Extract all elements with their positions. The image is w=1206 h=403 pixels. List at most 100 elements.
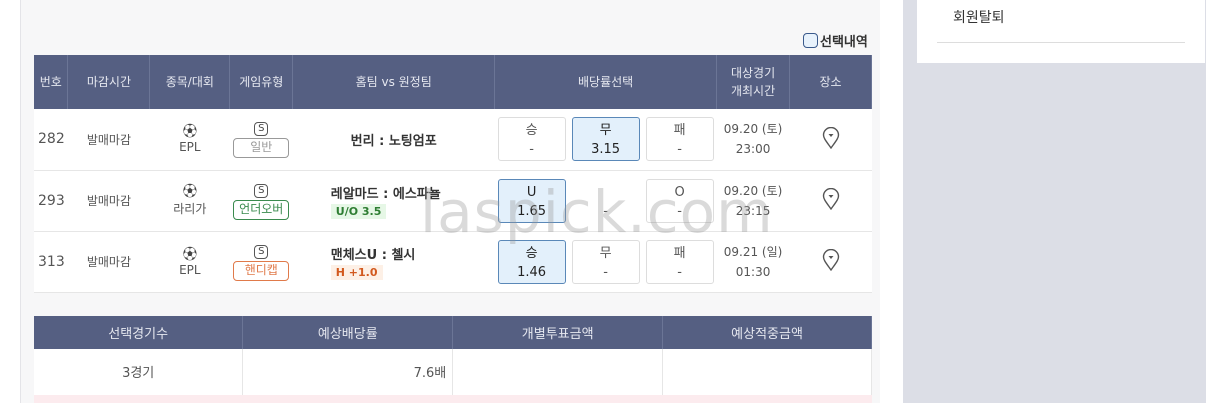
selection-label: 선택내역: [820, 35, 868, 50]
sport-league: ⚽︎ EPL: [149, 231, 230, 293]
match-time: 23:00: [735, 142, 771, 157]
match-time: 01:30: [735, 264, 771, 279]
match-table: 번호 마감시간 종목/대회 게임유형 홈팀 vs 원정팀 배당률선택 대상경기 개최시간 장소…: [34, 55, 872, 293]
odds-label: 무: [599, 245, 612, 261]
summary-table: 선택경기수 예상배당률 개별투표금액 예상적중금액 3경기 7.6배: [34, 316, 872, 396]
odds-label: 패: [673, 123, 686, 139]
s-badge-icon: S: [254, 122, 269, 137]
summary-header: 선택경기수: [34, 316, 244, 349]
teams: 레알마드 : 에스파뇰: [330, 186, 441, 202]
location-pin-icon[interactable]: [822, 249, 840, 271]
close-status: 발매마감: [67, 109, 150, 171]
game-type-badge: 언더오버: [233, 199, 290, 220]
teams: 번리 : 노팅엄포: [350, 133, 437, 149]
odds-button[interactable]: 패-: [645, 117, 714, 162]
odds-select: 승 1.46 무 - 패 -: [494, 231, 717, 293]
match-time: 23:15: [735, 203, 771, 218]
table-row: 282 발매마감 ⚽︎ EPL S 일반 번리 : 노팅엄포 승 - 무 3.15 패 - 0…: [34, 109, 872, 171]
odds-value: -: [603, 264, 608, 280]
sport-league: ⚽︎ 라리가: [149, 170, 230, 232]
match-date: 09.21 (일): [723, 244, 783, 259]
match-datetime: 09.21 (일) 01:30: [716, 231, 790, 293]
game-type-badge: 일반: [233, 138, 290, 159]
odds-button[interactable]: 패-: [645, 239, 714, 284]
sidebar-item-withdraw[interactable]: 회원탈퇴: [937, 0, 1185, 43]
expected-payout: [662, 349, 872, 396]
odds-label: U: [526, 184, 537, 200]
league: EPL: [179, 140, 201, 155]
sport-league: ⚽︎ EPL: [149, 109, 230, 171]
game-type: S 일반: [229, 109, 293, 171]
match-datetime: 09.20 (토) 23:15: [716, 170, 790, 232]
league: 라리가: [173, 202, 207, 216]
game-type: S 핸디캡: [229, 231, 293, 293]
summary-header: 개별투표금액: [452, 316, 664, 349]
odds-value: -: [677, 142, 682, 158]
match-number: 313: [34, 231, 68, 293]
column-header: 게임유형: [229, 55, 294, 109]
odds-button[interactable]: 무-: [571, 239, 640, 284]
odds-select: 승 - 무 3.15 패 -: [494, 109, 717, 171]
selected-count: 3경기: [34, 349, 244, 396]
column-header: 종목/대회: [149, 55, 231, 109]
table-row: 293 발매마감 ⚽︎ 라리가 S 언더오버 레알마드 : 에스파뇰 U/O 3.5 …: [34, 170, 872, 232]
column-header: 배당률선택: [494, 55, 718, 109]
close-status: 발매마감: [67, 170, 150, 232]
odds-select: U 1.65- O -: [494, 170, 717, 232]
s-badge-icon: S: [254, 244, 269, 259]
odds-value: -: [603, 203, 608, 219]
odds-value: -: [529, 142, 534, 158]
odds-button[interactable]: O-: [645, 178, 714, 223]
bottom-strip: [34, 395, 872, 403]
odds-label: 패: [673, 245, 686, 261]
column-header: 장소: [789, 55, 872, 109]
soccer-ball-icon: ⚽︎: [182, 124, 197, 141]
odds-button[interactable]: U 1.65: [497, 178, 566, 223]
odds-label: O: [674, 184, 685, 200]
teams-cell: 맨체스U : 첼시 H +1.0: [292, 231, 495, 293]
teams: 맨체스U : 첼시: [330, 247, 416, 263]
game-type-badge: 핸디캡: [233, 260, 290, 281]
selection-toggle[interactable]: 선택내역: [803, 31, 868, 50]
checkbox[interactable]: [803, 33, 818, 48]
venue[interactable]: [789, 231, 872, 293]
close-status: 발매마감: [67, 231, 150, 293]
column-header: 마감시간: [67, 55, 151, 109]
odds-value: 3.15: [591, 142, 621, 158]
match-date: 09.20 (토): [723, 122, 783, 137]
odds-button[interactable]: 승-: [497, 117, 566, 162]
venue[interactable]: [789, 170, 872, 232]
summary-header: 예상배당률: [242, 316, 454, 349]
soccer-ball-icon: ⚽︎: [182, 246, 197, 263]
table-row: 313 발매마감 ⚽︎ EPL S 핸디캡 맨체스U : 첼시 H +1.0 승 1.4…: [34, 231, 872, 293]
handicap-tag: H +1.0: [330, 264, 383, 280]
soccer-ball-icon: ⚽︎: [182, 184, 197, 200]
odds-label: 승: [525, 123, 538, 139]
teams-cell: 레알마드 : 에스파뇰 U/O 3.5: [292, 170, 495, 232]
match-date: 09.20 (토): [723, 183, 783, 198]
odds-label: 승: [525, 245, 538, 261]
game-type: S 언더오버: [229, 170, 293, 232]
summary-header: 예상적중금액: [662, 316, 872, 349]
s-badge-icon: S: [254, 183, 269, 198]
column-header: 대상경기 개최시간: [716, 55, 791, 109]
column-header: 홈팀 vs 원정팀: [292, 55, 496, 109]
column-header: 번호: [34, 55, 69, 109]
league: EPL: [179, 262, 201, 277]
venue[interactable]: [789, 109, 872, 171]
bet-amount[interactable]: [452, 349, 664, 396]
odds-value: 1.65: [517, 203, 547, 219]
location-pin-icon[interactable]: [822, 126, 840, 149]
match-number: 282: [34, 109, 68, 171]
odds-button[interactable]: 무 3.15: [571, 117, 640, 162]
odds-value: 1.46: [517, 264, 547, 280]
odds-label: [573, 183, 639, 202]
odds-button[interactable]: -: [571, 178, 640, 223]
odds-value: -: [677, 203, 682, 219]
match-number: 293: [34, 170, 68, 232]
odds-button[interactable]: 승 1.46: [497, 239, 566, 284]
teams-cell: 번리 : 노팅엄포: [292, 109, 495, 171]
odds-value: -: [677, 264, 682, 280]
sidebar-menu: 회원탈퇴: [917, 0, 1205, 63]
location-pin-icon[interactable]: [822, 188, 840, 210]
